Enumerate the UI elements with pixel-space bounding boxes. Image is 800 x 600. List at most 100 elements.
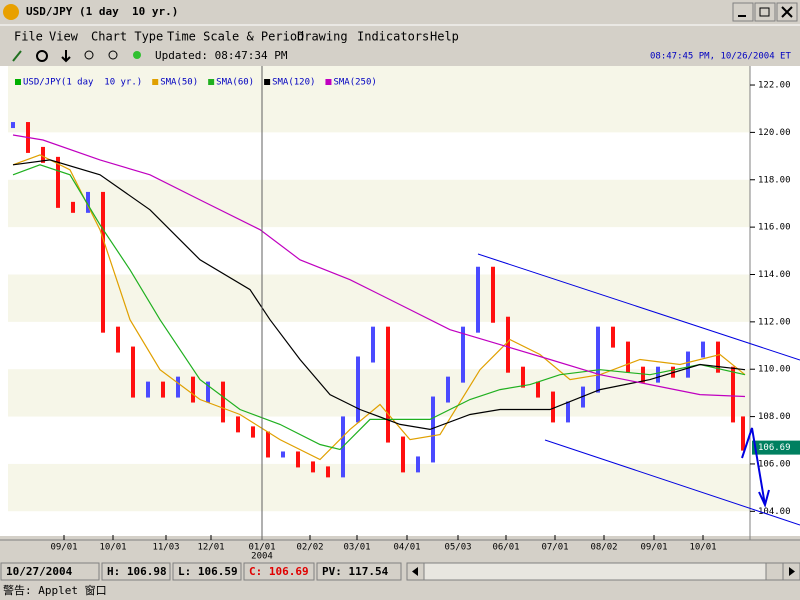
- price-bar: [491, 266, 495, 323]
- price-bar: [461, 326, 465, 383]
- x-tick-label: 07/01: [541, 543, 568, 553]
- price-bar: [71, 201, 75, 213]
- price-bar: [641, 366, 645, 383]
- restore-icon: [759, 7, 770, 17]
- status-text: L: 106.59: [178, 565, 238, 578]
- window-title: USD/JPY (1 day 10 yr.): [26, 5, 178, 18]
- legend-label: SMA(120): [272, 78, 315, 88]
- menu-item[interactable]: Indicators: [357, 30, 429, 44]
- restore-button[interactable]: [754, 2, 776, 22]
- down-tool[interactable]: [61, 50, 71, 63]
- price-bar: [401, 436, 405, 473]
- y-tick-label: 120.00: [758, 128, 791, 138]
- price-bar: [41, 146, 45, 163]
- y-tick-label: 118.00: [758, 175, 791, 185]
- price-bar: [356, 356, 360, 423]
- x-tick-label: 02/02: [296, 543, 323, 553]
- price-bar: [551, 391, 555, 423]
- scroll-right-icon: [789, 567, 795, 576]
- x-tick-label: 05/03: [444, 543, 471, 553]
- plot: 104.00 106.00 108.00 110.00 112.00 114.00 116.…: [0, 66, 800, 562]
- price-bar: [251, 426, 255, 438]
- menu-item[interactable]: View: [49, 30, 79, 44]
- price-bar: [741, 416, 745, 451]
- band: [8, 85, 750, 133]
- status-box: [243, 562, 315, 581]
- status-box: [316, 562, 402, 581]
- band: [8, 179, 750, 228]
- x-tick-label: 06/01: [492, 543, 519, 553]
- minimize-button[interactable]: [732, 2, 754, 22]
- x-tick-label: 09/01: [50, 543, 77, 553]
- price-bar: [176, 376, 180, 398]
- price-bar: [191, 376, 195, 403]
- scroll-left-icon: [412, 567, 418, 576]
- price-bar: [581, 386, 585, 408]
- app-icon: [3, 4, 19, 20]
- target-tool[interactable]: [36, 50, 48, 62]
- menu-bar: File View Chart Type Time Scale & PeriodDra…: [14, 30, 459, 44]
- price-bar: [686, 351, 690, 378]
- sma-line: [12, 159, 746, 431]
- legend-swatch: [152, 79, 159, 85]
- line-tool[interactable]: [12, 50, 22, 62]
- price-bar: [371, 326, 375, 363]
- channel-lower: [544, 439, 800, 526]
- band: [8, 274, 750, 322]
- legend-label: SMA(250): [333, 78, 376, 88]
- menu-item[interactable]: Help: [430, 30, 459, 44]
- price-bar: [431, 396, 435, 463]
- y-tick-label: 116.00: [758, 223, 791, 233]
- price-bar: [296, 451, 300, 468]
- y-tick-label: 106.00: [758, 459, 791, 469]
- y-tick-label: 114.00: [758, 270, 791, 280]
- legend-swatch: [208, 79, 215, 85]
- price-bar: [521, 366, 525, 388]
- menu-item[interactable]: Time Scale & Period: [167, 30, 304, 44]
- price-bar: [566, 401, 570, 423]
- y-tick-label: 110.00: [758, 365, 791, 375]
- y-tick-label: 112.00: [758, 317, 791, 327]
- menu-item[interactable]: Drawing: [297, 30, 348, 44]
- scrollbar[interactable]: [406, 562, 800, 581]
- legend-label: SMA(50): [160, 78, 198, 88]
- last-price-tag: [752, 440, 800, 455]
- legend-label: SMA(60): [216, 78, 254, 88]
- price-bar: [446, 376, 450, 403]
- price-bar: [206, 381, 210, 403]
- scroll-thumb[interactable]: [765, 562, 784, 581]
- x-tick-label: 11/03: [152, 543, 179, 553]
- price-bar: [116, 326, 120, 353]
- legend-swatch: [325, 79, 332, 85]
- last-price-label: 106.69: [758, 443, 791, 453]
- price-bar: [281, 451, 285, 458]
- year-label: 2004: [251, 552, 273, 562]
- price-bar: [701, 341, 705, 358]
- trend-arrow: [741, 427, 770, 508]
- price-bar: [656, 366, 660, 383]
- x-tick-label: 04/01: [393, 543, 420, 553]
- price-bar: [731, 366, 735, 423]
- price-bar: [161, 381, 165, 398]
- status-box: [0, 562, 100, 581]
- zoom-out[interactable]: [108, 50, 118, 60]
- price-bar: [311, 461, 315, 473]
- menu-item[interactable]: File: [14, 30, 43, 44]
- title-bar: [0, 0, 800, 24]
- menu-item[interactable]: Chart Type: [91, 30, 163, 44]
- status-text: 10/27/2004: [6, 565, 73, 578]
- x-tick-label: 03/01: [343, 543, 370, 553]
- sma-line: [12, 134, 746, 398]
- status-text: C: 106.69: [249, 565, 309, 578]
- band: [8, 66, 750, 86]
- channel-upper: [477, 253, 800, 361]
- price-bar: [386, 326, 390, 443]
- y-tick-label: 108.00: [758, 412, 791, 422]
- scroll-track[interactable]: [406, 562, 800, 581]
- sma-line: [12, 154, 746, 461]
- zoom-in[interactable]: [84, 50, 94, 60]
- band: [8, 369, 750, 417]
- x-tick-label: 08/02: [590, 543, 617, 553]
- live-indicator: [133, 51, 141, 59]
